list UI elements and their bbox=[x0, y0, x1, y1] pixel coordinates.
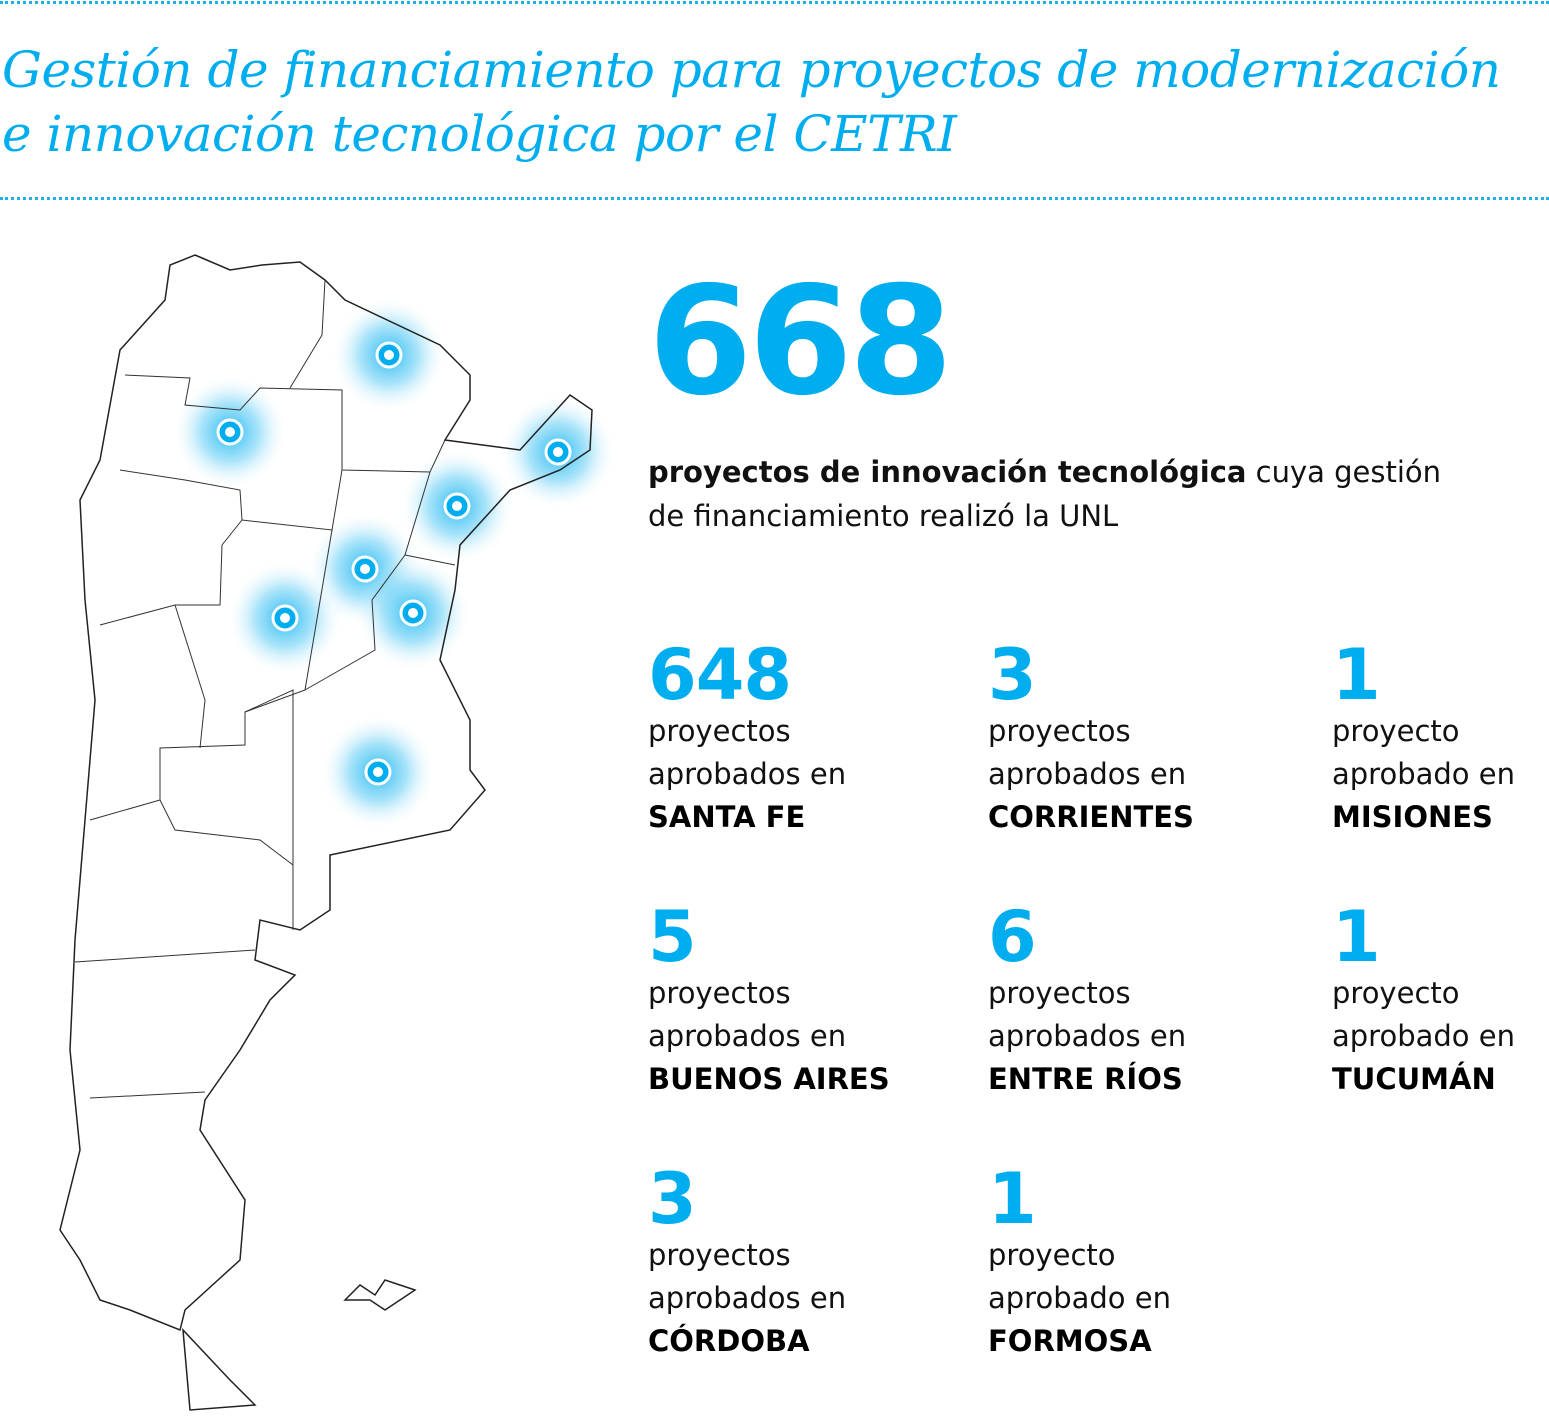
page-title: Gestión de financiamiento para proyectos… bbox=[2, 41, 1501, 163]
tierra-del-fuego-outline bbox=[182, 1327, 257, 1411]
stat-formosa: 1 proyecto aprobado en FORMOSA bbox=[988, 1158, 1171, 1358]
stat-cordoba: 3 proyectos aprobados en CÓRDOBA bbox=[648, 1158, 847, 1358]
map-marker-dot-formosa bbox=[384, 350, 394, 360]
stat-santa-fe: 648 proyectos aprobados en SANTA FE bbox=[648, 634, 847, 834]
country-outline bbox=[59, 254, 593, 1332]
stat-buenos-aires: 5 proyectos aprobados en BUENOS AIRES bbox=[648, 896, 890, 1096]
bottom-dotted-divider bbox=[0, 197, 1549, 200]
top-dotted-divider bbox=[0, 1, 1549, 4]
map-marker-dot-buenos-aires bbox=[373, 767, 383, 777]
map-marker-dot-misiones bbox=[553, 447, 563, 457]
stat-tucuman: 1 proyecto aprobado en TUCUMÁN bbox=[1332, 896, 1515, 1096]
map-marker-dot-cordoba bbox=[280, 613, 290, 623]
province-borders bbox=[74, 279, 456, 1099]
stat-entre-rios: 6 proyectos aprobados en ENTRE RÍOS bbox=[988, 896, 1187, 1096]
stat-corrientes: 3 proyectos aprobados en CORRIENTES bbox=[988, 634, 1194, 834]
total-projects-number: 668 bbox=[648, 255, 953, 429]
summary-description: proyectos de innovación tecnológica cuya… bbox=[648, 455, 1442, 533]
map-marker-dot-corrientes bbox=[452, 501, 462, 511]
map-marker-dot-tucuman bbox=[225, 427, 235, 437]
map-marker-dot-santa-fe bbox=[360, 564, 370, 574]
argentina-map bbox=[59, 254, 616, 1411]
malvinas-outline bbox=[343, 1279, 417, 1311]
stat-misiones: 1 proyecto aprobado en MISIONES bbox=[1332, 634, 1515, 834]
map-marker-dot-entre-rios bbox=[408, 608, 418, 618]
